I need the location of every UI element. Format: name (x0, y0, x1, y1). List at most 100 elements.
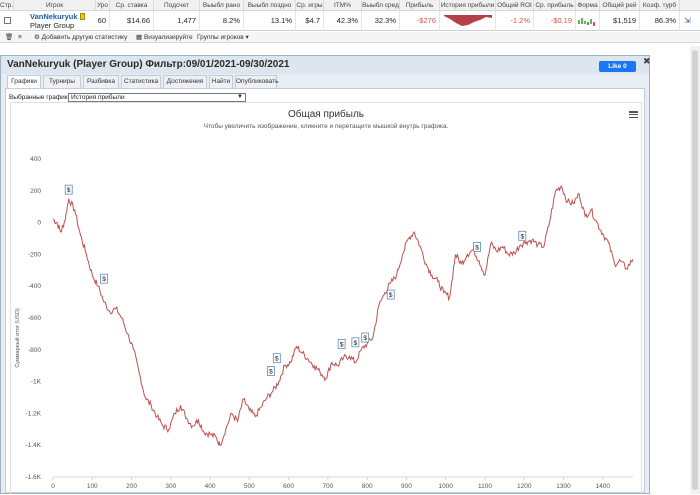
tab-tournaments[interactable]: Турниры (43, 75, 81, 88)
x-tick-label: 1100 (478, 483, 492, 490)
tab-achievements[interactable]: Достижения (163, 75, 207, 88)
col-header-player[interactable]: Игрок (14, 0, 96, 11)
cell-late-out: 13.1% (244, 11, 296, 31)
col-header-mid-out[interactable]: Выыбл сред (362, 0, 400, 11)
tab-publish[interactable]: Опубликовать (235, 75, 279, 88)
dollar-marker-icon[interactable]: $ (518, 230, 527, 241)
col-header-avg-profit[interactable]: Ср. прибыль (534, 0, 576, 11)
svg-text:$: $ (354, 340, 358, 347)
note-icon[interactable] (80, 13, 85, 20)
page-scrollbar[interactable] (690, 46, 700, 494)
svg-text:$: $ (102, 276, 106, 283)
chart-subtitle: Чтобы увеличить изображение, кликните и … (204, 122, 449, 130)
col-header-profit[interactable]: Прибыль (400, 0, 440, 11)
cell-itm: 42.3% (324, 11, 362, 31)
chart-menu-icon[interactable] (629, 111, 638, 119)
chart-y-axis-label: Суммарный итог (USD) (14, 308, 21, 367)
y-tick-label: -200 (28, 251, 41, 258)
dialog-title: VanNekuryuk (Player Group) Фильтр:09/01/… (1, 56, 649, 74)
cell-profit-sparkline[interactable] (440, 11, 496, 31)
y-tick-label: -1.2K (25, 410, 41, 417)
trash-icon[interactable]: 🗑 (5, 34, 14, 41)
x-tick-label: 800 (362, 483, 373, 490)
x-tick-label: 100 (87, 483, 98, 490)
player-group-label: Player Group (30, 21, 75, 30)
dollar-marker-icon[interactable]: $ (64, 184, 73, 195)
col-header-profit-history[interactable]: История прибыли (440, 0, 496, 11)
profit-line-series[interactable] (52, 184, 634, 446)
chevron-down-icon: ▼ (237, 94, 243, 100)
svg-text:$: $ (275, 356, 279, 363)
player-name-link[interactable]: VanNekuryuk (30, 12, 78, 21)
svg-text:$: $ (363, 335, 367, 342)
y-tick-label: -600 (28, 315, 41, 322)
y-tick-label: -1.6K (25, 474, 41, 481)
x-tick-label: 1300 (556, 483, 571, 490)
tab-statistics[interactable]: Статистика (121, 75, 161, 88)
col-header-page[interactable]: Стр. (0, 0, 14, 11)
col-header-turbo-coef[interactable]: Коэф. турб (640, 0, 680, 11)
cell-level: 60 (96, 11, 110, 31)
visualize-label: Визуализируйте (143, 34, 193, 41)
svg-text:$: $ (389, 292, 393, 299)
tab-find[interactable]: Найти (209, 75, 233, 88)
col-header-avg-game[interactable]: Ср. игры (296, 0, 324, 11)
dollar-marker-icon[interactable]: $ (351, 337, 360, 348)
graph-select[interactable]: История прибыли ▼ (68, 93, 246, 102)
cell-count: 1,477 (154, 11, 200, 31)
dollar-marker-icon[interactable]: $ (337, 338, 346, 349)
facebook-like-button[interactable]: Like 0 (599, 61, 636, 72)
col-header-avg-stake[interactable]: Ср. ставка (110, 0, 154, 11)
row-checkbox[interactable] (4, 17, 11, 24)
col-header-count[interactable]: Подсчет (154, 0, 200, 11)
add-stat-link[interactable]: ⚙ Добавить другую статистику (34, 34, 128, 41)
x-tick-label: 400 (205, 483, 216, 490)
cell-early-out: 8.2% (200, 11, 244, 31)
cell-total-roi: -1.2% (496, 11, 534, 31)
tab-breakdown[interactable]: Разбивка (83, 75, 119, 88)
profit-chart-container[interactable]: Общая прибыль Чтобы увеличить изображени… (10, 102, 642, 494)
cell-total-rake: $1,519 (600, 11, 640, 31)
dollar-marker-icon[interactable]: $ (473, 241, 482, 252)
y-tick-label: 0 (37, 220, 41, 227)
dollar-marker-icon[interactable]: $ (100, 273, 108, 284)
tab-graphs[interactable]: Графики (7, 75, 41, 88)
col-header-total-rake[interactable]: Общий рей (600, 0, 640, 11)
x-tick-label: 1200 (517, 483, 532, 490)
svg-text:$: $ (269, 368, 273, 375)
add-stat-label: Добавить другую статистику (41, 34, 128, 41)
stats-data-row[interactable]: 60 $14.66 1,477 8.2% 13.1% $4.7 42.3% 32… (0, 11, 700, 31)
dollar-marker-icon[interactable]: $ (361, 332, 370, 343)
cell-avg-stake: $14.66 (110, 11, 154, 31)
graph-select-label: Выбранные графики: (9, 94, 74, 101)
dollar-marker-icon[interactable]: $ (386, 289, 395, 300)
player-groups-dropdown[interactable]: Группы игроков ▾ (197, 34, 249, 41)
y-tick-label: 200 (30, 188, 41, 195)
x-tick-label: 1400 (596, 483, 611, 490)
col-header-early-out[interactable]: Выыбл рано (200, 0, 244, 11)
cell-avg-profit: -$0.19 (534, 11, 576, 31)
dollar-marker-icon[interactable]: $ (267, 366, 275, 376)
scrollbar-thumb[interactable] (692, 50, 698, 490)
visualize-link[interactable]: ▦ Визуализируйте (136, 34, 193, 41)
y-tick-label: -800 (28, 347, 41, 354)
col-header-itm[interactable]: ITM% (324, 0, 362, 11)
x-tick-label: 600 (283, 483, 294, 490)
col-header-level[interactable]: Уро (96, 0, 110, 11)
profit-chart[interactable]: Общая прибыль Чтобы увеличить изображени… (11, 103, 641, 495)
dollar-marker-icon[interactable]: $ (272, 353, 281, 364)
row-expand-icon[interactable]: ⇲ (684, 16, 691, 25)
settings-icon[interactable]: ≡ (18, 34, 22, 41)
y-tick-label: -1K (31, 379, 42, 386)
chart-title: Общая прибыль (288, 108, 364, 120)
col-header-form[interactable]: Форма (576, 0, 600, 11)
x-tick-label: 500 (244, 483, 255, 490)
col-header-total-roi[interactable]: Общий ROI (496, 0, 534, 11)
x-tick-label: 300 (165, 483, 176, 490)
profit-sparkline (444, 15, 492, 26)
cell-profit: -$276 (400, 11, 440, 31)
form-bars (578, 18, 595, 26)
col-header-late-out[interactable]: Выыбл поздно (244, 0, 296, 11)
close-icon[interactable]: ✖ (643, 56, 651, 66)
cell-form (576, 11, 600, 31)
